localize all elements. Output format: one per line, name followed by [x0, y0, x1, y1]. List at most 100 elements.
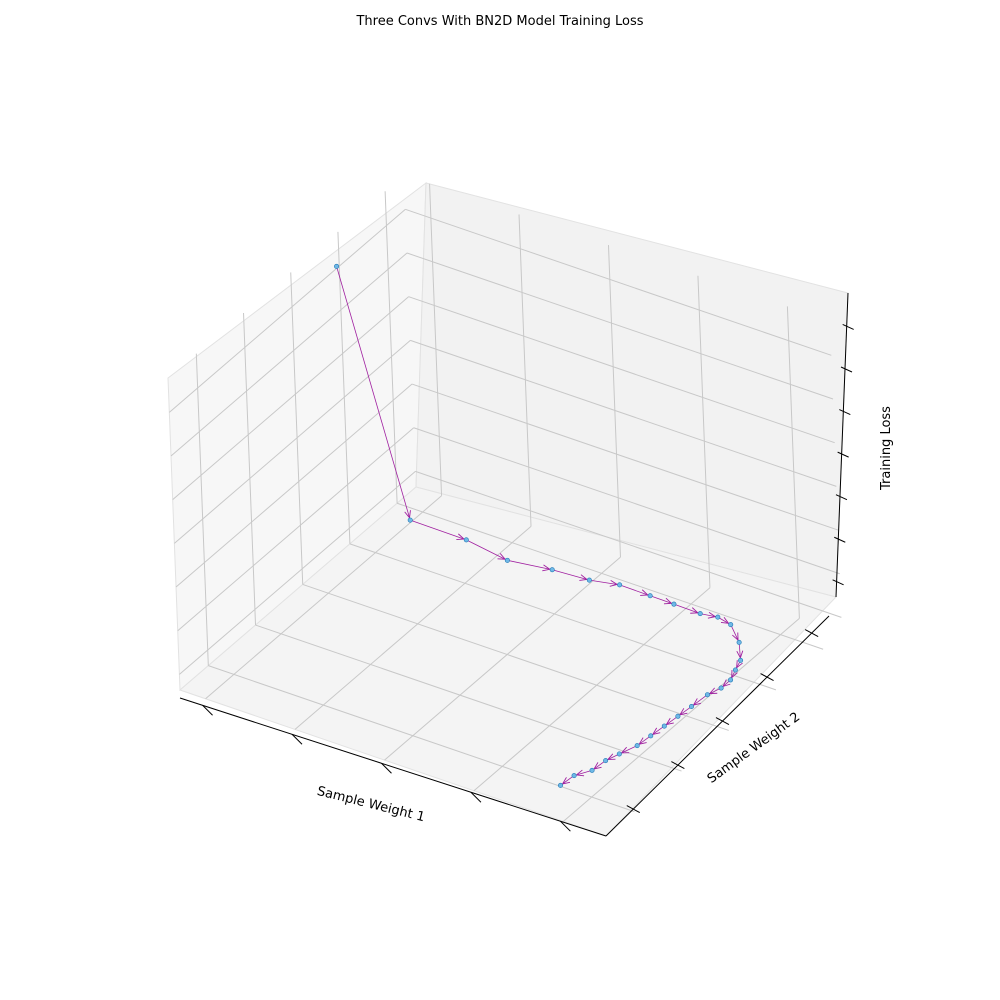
path-segment	[336, 266, 411, 521]
path-arrowhead	[651, 727, 661, 736]
grid-line	[172, 296, 410, 501]
z-axis-tick	[842, 323, 854, 330]
data-point	[463, 537, 469, 543]
data-point	[647, 593, 653, 599]
data-point	[603, 758, 609, 764]
grid-line	[396, 502, 824, 650]
data-point	[617, 582, 623, 588]
grid-line	[429, 183, 443, 496]
x-axis-label: Sample Weight 1	[315, 784, 426, 825]
z-axis-tick	[832, 579, 844, 586]
y-axis-tick	[760, 673, 774, 682]
data-point	[634, 743, 640, 749]
y-axis-tick	[804, 629, 819, 638]
grid-line	[473, 587, 711, 792]
data-point	[586, 577, 592, 583]
grid-line	[405, 208, 832, 356]
z-axis-label: Training Loss	[879, 406, 894, 491]
grid-lines	[168, 183, 842, 822]
data-point	[616, 751, 622, 757]
grid-line	[337, 231, 351, 544]
x-axis-tick	[470, 791, 482, 803]
data-point	[661, 723, 667, 729]
x-axis-tick	[381, 762, 392, 774]
grid-line	[406, 252, 834, 400]
x-axis-tick	[202, 704, 213, 716]
y-axis-tick	[671, 761, 685, 770]
data-point	[688, 704, 694, 710]
path-segment	[619, 584, 651, 597]
grid-line	[290, 272, 304, 585]
path-segment	[589, 579, 620, 586]
data-point	[732, 667, 738, 673]
grid-line	[205, 495, 442, 700]
data-point	[671, 601, 677, 607]
x-axis-line	[179, 697, 607, 837]
grid-line	[175, 383, 413, 588]
data-point	[715, 614, 721, 620]
descent-path	[334, 263, 744, 788]
path-arrowhead	[606, 753, 616, 761]
grid-line	[563, 618, 800, 822]
y-axis-tick	[715, 717, 730, 726]
grid-line	[411, 383, 839, 531]
x-axis-tick	[560, 820, 571, 832]
z-axis-tick	[839, 409, 851, 416]
data-point	[697, 611, 703, 617]
grid-line	[410, 339, 837, 487]
grid-line	[174, 339, 411, 544]
z-axis-tick	[837, 451, 849, 458]
grid-line	[294, 526, 532, 730]
path-arrowhead	[542, 564, 551, 572]
grid-line	[302, 583, 729, 731]
data-point	[728, 622, 734, 628]
data-point	[648, 733, 654, 739]
data-point	[504, 557, 510, 563]
grid-line	[168, 208, 406, 413]
path-arrowhead	[732, 632, 739, 642]
path-arrowhead	[638, 737, 647, 745]
grid-line	[384, 556, 621, 761]
grid-line	[413, 427, 840, 575]
y-axis-tick	[626, 805, 640, 814]
z-axis-line	[835, 292, 849, 598]
z-axis-tick	[835, 494, 848, 501]
path-segment	[466, 539, 508, 561]
path-segment	[507, 559, 553, 571]
path-arrowhead	[561, 777, 571, 785]
grid-line	[243, 313, 257, 626]
z-axis-tick	[840, 366, 853, 373]
path-arrowhead	[579, 574, 589, 581]
path-segment	[410, 519, 467, 541]
path-arrowhead	[731, 670, 738, 679]
grid-line	[195, 353, 209, 666]
data-point	[736, 639, 742, 645]
chart-title: Three Convs With BN2D Model Training Los…	[355, 14, 643, 29]
data-point	[571, 773, 577, 779]
data-point	[718, 685, 724, 691]
data-point	[704, 692, 710, 698]
grid-line	[177, 427, 415, 632]
path-arrowhead	[708, 687, 718, 695]
data-point	[334, 263, 340, 269]
path-segment	[552, 569, 590, 581]
grid-line	[786, 306, 800, 619]
grid-line	[408, 296, 835, 444]
path-arrowhead	[665, 717, 674, 726]
grid-line	[349, 543, 777, 691]
z-axis-tick	[834, 536, 846, 543]
grid-line	[179, 471, 416, 675]
grid-line	[607, 245, 621, 558]
grid-line	[518, 214, 532, 527]
axes	[179, 292, 854, 837]
grid-line	[415, 470, 842, 618]
grid-line	[170, 252, 408, 457]
path-arrowhead	[593, 762, 602, 770]
grid-line	[697, 275, 711, 588]
y-axis-line	[605, 615, 830, 837]
y-axis-label: Sample Weight 2	[705, 710, 803, 787]
data-point	[728, 677, 734, 683]
x-axis-tick	[291, 733, 303, 745]
